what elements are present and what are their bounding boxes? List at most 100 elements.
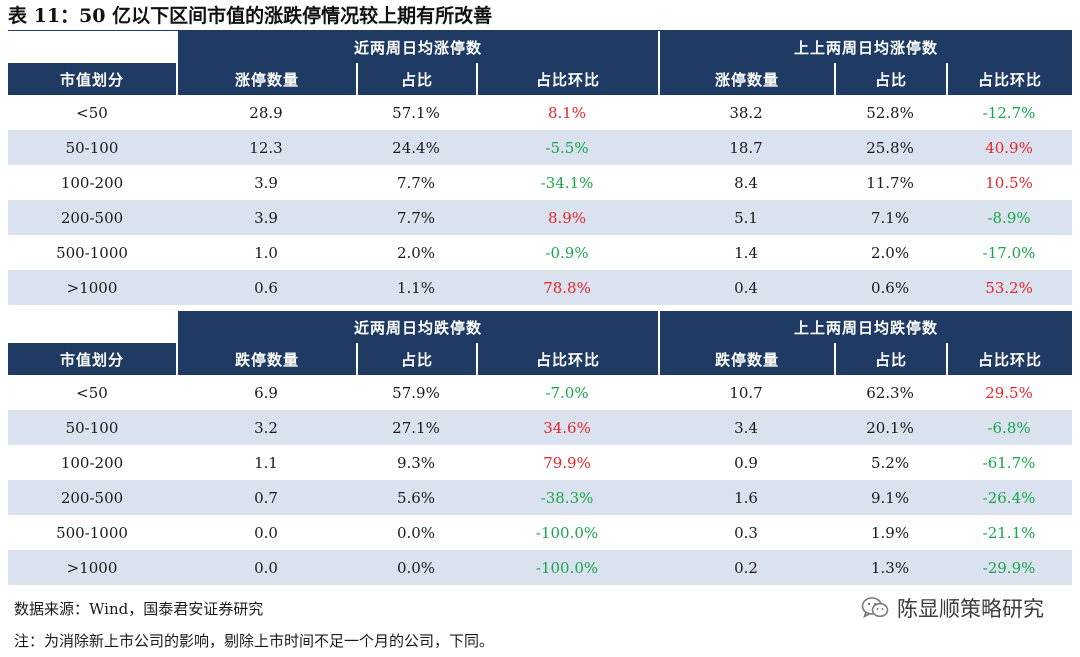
change-cell: -8.9% <box>946 200 1073 235</box>
value-cell: 2.0% <box>356 235 476 270</box>
value-cell: 3.4 <box>658 410 835 445</box>
change-cell: 29.5% <box>946 375 1073 410</box>
market-cap-range-cell: >1000 <box>8 270 176 305</box>
group-header-prior: 上上两周日均涨停数 <box>658 31 1073 63</box>
market-cap-range-cell: 100-200 <box>8 165 176 200</box>
value-cell: 0.9 <box>658 445 835 480</box>
market-cap-range-cell: 200-500 <box>8 200 176 235</box>
table-row: 50-100 3.2 27.1% 34.6% 3.4 20.1% -6.8% <box>8 410 1073 445</box>
value-cell: 1.1 <box>176 445 356 480</box>
table-title: 表 11：50 亿以下区间市值的涨跌停情况较上期有所改善 <box>8 5 493 27</box>
value-cell: 1.1% <box>356 270 476 305</box>
column-header: 占比 <box>356 63 476 95</box>
value-cell: 7.7% <box>356 165 476 200</box>
change-cell: 10.5% <box>946 165 1073 200</box>
change-cell: 8.1% <box>476 95 659 130</box>
value-cell: 9.1% <box>834 480 947 515</box>
value-cell: 24.4% <box>356 130 476 165</box>
column-header: 占比环比 <box>476 63 659 95</box>
change-cell: -6.8% <box>946 410 1073 445</box>
change-cell: -26.4% <box>946 480 1073 515</box>
market-cap-range-cell: <50 <box>8 95 176 130</box>
change-cell: -17.0% <box>946 235 1073 270</box>
value-cell: 7.7% <box>356 200 476 235</box>
brand-name: 陈显顺策略研究 <box>897 597 1044 621</box>
change-cell: -0.9% <box>476 235 659 270</box>
value-cell: 0.0 <box>176 550 356 585</box>
value-cell: 57.9% <box>356 375 476 410</box>
table-row: >1000 0.6 1.1% 78.8% 0.4 0.6% 53.2% <box>8 270 1073 305</box>
limit-up-table: 近两周日均涨停数 上上两周日均涨停数 市值划分 涨停数量 占比 占比环比 涨停数… <box>8 31 1073 305</box>
value-cell: 2.0% <box>834 235 947 270</box>
group-header-prior: 上上两周日均跌停数 <box>658 311 1073 343</box>
change-cell: -38.3% <box>476 480 659 515</box>
change-cell: -12.7% <box>946 95 1073 130</box>
column-header: 市值划分 <box>8 63 176 95</box>
change-cell: -34.1% <box>476 165 659 200</box>
change-cell: 8.9% <box>476 200 659 235</box>
column-header: 跌停数量 <box>176 343 356 375</box>
value-cell: 1.3% <box>834 550 947 585</box>
change-cell: 34.6% <box>476 410 659 445</box>
value-cell: 18.7 <box>658 130 835 165</box>
value-cell: 57.1% <box>356 95 476 130</box>
group-header-recent: 近两周日均跌停数 <box>176 311 659 343</box>
value-cell: 0.3 <box>658 515 835 550</box>
value-cell: 3.9 <box>176 165 356 200</box>
column-header: 占比环比 <box>946 63 1073 95</box>
value-cell: 38.2 <box>658 95 835 130</box>
value-cell: 25.8% <box>834 130 947 165</box>
table-row: 100-200 3.9 7.7% -34.1% 8.4 11.7% 10.5% <box>8 165 1073 200</box>
change-cell: -7.0% <box>476 375 659 410</box>
value-cell: 0.2 <box>658 550 835 585</box>
value-cell: 52.8% <box>834 95 947 130</box>
table-row: <50 6.9 57.9% -7.0% 10.7 62.3% 29.5% <box>8 375 1073 410</box>
value-cell: 0.0% <box>356 515 476 550</box>
value-cell: 12.3 <box>176 130 356 165</box>
wechat-icon <box>861 596 889 620</box>
value-cell: 6.9 <box>176 375 356 410</box>
market-cap-range-cell: 50-100 <box>8 130 176 165</box>
value-cell: 1.6 <box>658 480 835 515</box>
table-row: 50-100 12.3 24.4% -5.5% 18.7 25.8% 40.9% <box>8 130 1073 165</box>
value-cell: 1.4 <box>658 235 835 270</box>
change-cell: 78.8% <box>476 270 659 305</box>
table-row: 500-1000 1.0 2.0% -0.9% 1.4 2.0% -17.0% <box>8 235 1073 270</box>
market-cap-range-cell: 500-1000 <box>8 235 176 270</box>
column-header: 占比 <box>356 343 476 375</box>
value-cell: 7.1% <box>834 200 947 235</box>
limit-down-table: 近两周日均跌停数 上上两周日均跌停数 市值划分 跌停数量 占比 占比环比 跌停数… <box>8 311 1073 585</box>
value-cell: 20.1% <box>834 410 947 445</box>
column-header: 占比 <box>834 343 947 375</box>
column-header: 跌停数量 <box>658 343 835 375</box>
value-cell: 0.6 <box>176 270 356 305</box>
group-spacer <box>8 311 176 343</box>
value-cell: 0.0 <box>176 515 356 550</box>
change-cell: 40.9% <box>946 130 1073 165</box>
change-cell: -61.7% <box>946 445 1073 480</box>
market-cap-range-cell: >1000 <box>8 550 176 585</box>
group-header-recent: 近两周日均涨停数 <box>176 31 659 63</box>
table-row: 200-500 0.7 5.6% -38.3% 1.6 9.1% -26.4% <box>8 480 1073 515</box>
value-cell: 3.9 <box>176 200 356 235</box>
value-cell: 3.2 <box>176 410 356 445</box>
change-cell: -5.5% <box>476 130 659 165</box>
market-cap-range-cell: 500-1000 <box>8 515 176 550</box>
market-cap-range-cell: <50 <box>8 375 176 410</box>
table-row: 100-200 1.1 9.3% 79.9% 0.9 5.2% -61.7% <box>8 445 1073 480</box>
brand-watermark: 陈显顺策略研究 <box>861 593 1044 623</box>
value-cell: 5.2% <box>834 445 947 480</box>
column-header: 占比环比 <box>946 343 1073 375</box>
value-cell: 5.6% <box>356 480 476 515</box>
column-header: 占比 <box>834 63 947 95</box>
value-cell: 62.3% <box>834 375 947 410</box>
column-header-row: 市值划分 涨停数量 占比 占比环比 涨停数量 占比 占比环比 <box>8 63 1073 95</box>
change-cell: -100.0% <box>476 515 659 550</box>
column-header-row: 市值划分 跌停数量 占比 占比环比 跌停数量 占比 占比环比 <box>8 343 1073 375</box>
change-cell: -21.1% <box>946 515 1073 550</box>
column-header: 涨停数量 <box>176 63 356 95</box>
source-note: 数据来源：Wind，国泰君安证券研究 <box>14 600 264 618</box>
column-header: 市值划分 <box>8 343 176 375</box>
change-cell: -29.9% <box>946 550 1073 585</box>
column-header: 涨停数量 <box>658 63 835 95</box>
